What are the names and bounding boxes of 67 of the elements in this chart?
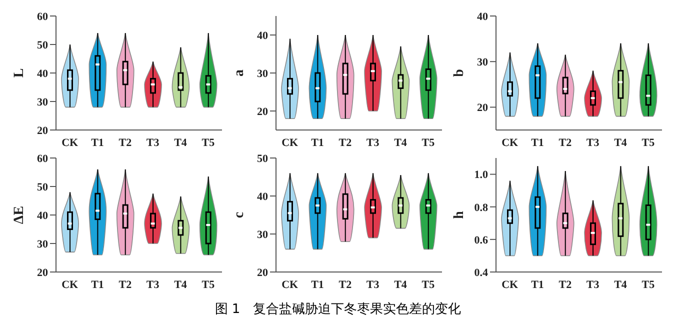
- y-tick-label: 40: [37, 68, 48, 80]
- y-tick-label: 30: [257, 228, 268, 241]
- y-tick-label: 1.0: [474, 169, 488, 182]
- x-tick-label: T4: [394, 278, 408, 291]
- x-tick-label: T2: [338, 136, 352, 149]
- x-tick-label: CK: [502, 278, 519, 291]
- y-tick-label: 60: [37, 10, 48, 23]
- x-tick-label: T3: [586, 136, 600, 149]
- x-tick-label: CK: [62, 136, 79, 149]
- y-tick-label: 30: [477, 56, 488, 69]
- y-tick-label: 40: [257, 30, 268, 42]
- y-axis-title: a: [232, 70, 247, 76]
- y-tick-label: 30: [37, 238, 48, 250]
- y-tick-label: 20: [37, 124, 48, 137]
- y-axis-title: L: [12, 68, 27, 78]
- x-tick-label: T1: [311, 136, 324, 149]
- x-tick-label: CK: [282, 278, 299, 291]
- y-axis-title: b: [452, 68, 467, 77]
- caption: 图 1 复合盐碱胁迫下冬枣果实色差的变化: [214, 301, 462, 318]
- x-tick-label: T4: [394, 136, 408, 149]
- x-tick-label: T5: [642, 278, 656, 291]
- x-tick-label: T2: [118, 136, 132, 149]
- y-tick-label: 40: [257, 190, 268, 203]
- x-tick-label: T3: [586, 278, 600, 291]
- x-tick-label: CK: [502, 136, 519, 149]
- y-tick-label: 20: [477, 102, 488, 114]
- y-axis-title: ΔE: [12, 206, 27, 224]
- x-tick-label: T2: [118, 278, 132, 291]
- x-tick-label: T5: [202, 136, 216, 149]
- y-tick-label: 50: [257, 152, 268, 165]
- y-tick-label: 20: [257, 106, 268, 118]
- x-tick-label: T2: [558, 136, 572, 149]
- y-axis-title: c: [232, 212, 247, 218]
- x-tick-label: CK: [62, 278, 79, 291]
- y-tick-label: 30: [257, 68, 268, 80]
- x-tick-label: T5: [642, 136, 656, 149]
- x-tick-label: T1: [311, 278, 324, 291]
- x-tick-label: T2: [558, 278, 572, 291]
- x-tick-label: T5: [202, 278, 216, 291]
- y-tick-label: 50: [37, 39, 48, 52]
- x-tick-label: T4: [174, 136, 188, 149]
- y-tick-label: 40: [477, 10, 488, 23]
- x-tick-label: T1: [91, 136, 104, 149]
- y-tick-label: 0.4: [474, 266, 488, 279]
- x-tick-label: T3: [146, 278, 160, 291]
- x-tick-label: T2: [338, 278, 352, 291]
- y-axis-title: h: [452, 210, 467, 219]
- x-tick-label: T1: [531, 136, 544, 149]
- x-tick-label: T1: [91, 278, 104, 291]
- x-tick-label: T4: [174, 278, 188, 291]
- x-tick-label: T3: [366, 136, 380, 149]
- y-tick-label: 0.6: [474, 234, 488, 246]
- x-tick-label: T5: [422, 136, 436, 149]
- x-tick-label: T4: [614, 136, 628, 149]
- x-tick-label: T5: [422, 278, 436, 291]
- x-tick-label: T3: [366, 278, 380, 291]
- x-tick-label: T3: [146, 136, 160, 149]
- y-tick-label: 0.8: [474, 202, 488, 214]
- x-tick-label: T4: [614, 278, 628, 291]
- x-tick-label: T1: [531, 278, 544, 291]
- y-tick-label: 40: [37, 210, 48, 222]
- x-tick-label: CK: [282, 136, 299, 149]
- y-tick-label: 30: [37, 96, 48, 108]
- y-tick-label: 50: [37, 181, 48, 194]
- y-tick-label: 20: [37, 266, 48, 279]
- y-tick-label: 20: [257, 266, 268, 279]
- y-tick-label: 60: [37, 152, 48, 165]
